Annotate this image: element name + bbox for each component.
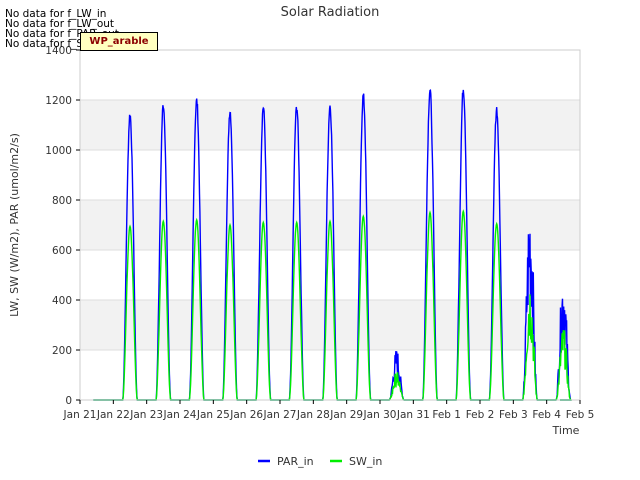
y-tick-label: 1200 [45,95,72,107]
chart-title: Solar Radiation [281,5,380,20]
x-tick-label: Jan 30 [363,409,397,421]
x-tick-label: Feb 5 [566,409,595,421]
y-tick-label: 1400 [45,45,72,57]
site-badge: WP_arable [80,32,158,51]
y-tick-label: 800 [52,195,72,207]
y-tick-label: 600 [52,245,72,257]
y-tick-label: 1000 [45,145,72,157]
x-tick-label: Jan 26 [229,409,263,421]
y-tick-label: 200 [52,345,72,357]
nodata-line-1: No data for f_LW_in [5,8,107,20]
x-tick-label: Jan 25 [196,409,230,421]
x-tick-label: Jan 28 [296,409,330,421]
x-tick-label: Feb 2 [466,409,495,421]
y-tick-label: 400 [52,295,72,307]
x-axis-label: Time [552,424,580,437]
x-tick-label: Feb 4 [532,409,561,421]
y-tick-label: 0 [65,395,72,407]
legend-label-par-in: PAR_in [277,455,314,468]
x-tick-label: Jan 31 [396,409,430,421]
x-tick-label: Feb 3 [499,409,528,421]
legend-label-sw-in: SW_in [349,455,382,468]
x-tick-label: Feb 1 [432,409,461,421]
nodata-line-2: No data for f_LW_out [5,18,115,30]
x-tick-label: Jan 27 [263,409,297,421]
plot-border [79,49,581,401]
grid-band [80,300,580,350]
x-tick-label: Jan 22 [96,409,130,421]
x-tick-label: Jan 23 [129,409,163,421]
y-axis-label: LW, SW (W/m2), PAR (umol/m2/s) [8,133,21,317]
x-tick-label: Jan 29 [329,409,363,421]
x-tick-label: Jan 24 [163,409,197,421]
x-tick-label: Jan 21 [63,409,97,421]
